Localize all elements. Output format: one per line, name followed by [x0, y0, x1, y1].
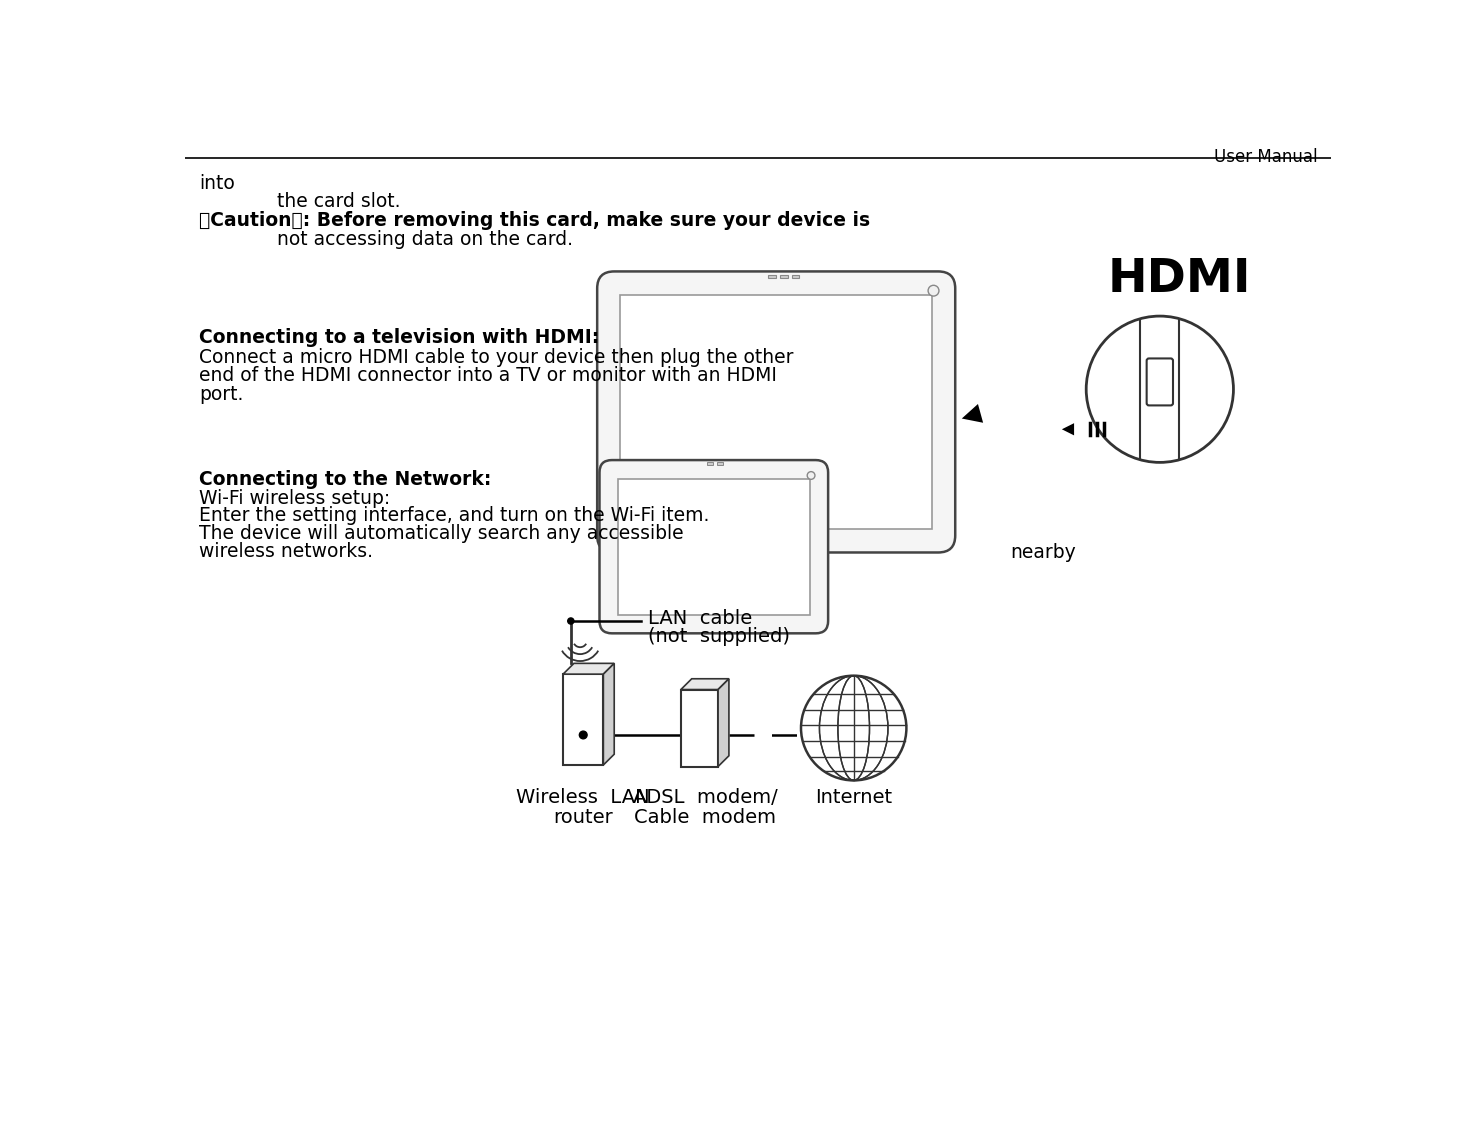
Circle shape — [1086, 317, 1233, 462]
Text: Internet: Internet — [815, 788, 892, 808]
Text: Wireless  LAN: Wireless LAN — [516, 788, 651, 808]
FancyBboxPatch shape — [769, 274, 776, 278]
Text: Wi-Fi wireless setup:: Wi-Fi wireless setup: — [198, 490, 390, 508]
FancyBboxPatch shape — [791, 274, 800, 278]
FancyBboxPatch shape — [598, 271, 955, 552]
Text: the card slot.: the card slot. — [198, 192, 401, 211]
Text: ADSL  modem/: ADSL modem/ — [633, 788, 778, 808]
Polygon shape — [719, 679, 729, 767]
Text: (not  supplied): (not supplied) — [648, 628, 790, 646]
Circle shape — [808, 472, 815, 480]
Circle shape — [929, 285, 939, 296]
Polygon shape — [603, 663, 614, 765]
Text: The device will automatically search any accessible: The device will automatically search any… — [198, 524, 683, 543]
Text: LAN  cable: LAN cable — [648, 609, 753, 629]
FancyBboxPatch shape — [716, 462, 723, 466]
FancyBboxPatch shape — [680, 689, 719, 767]
FancyBboxPatch shape — [599, 460, 828, 633]
Circle shape — [568, 618, 574, 624]
Text: into: into — [198, 173, 235, 192]
Polygon shape — [680, 679, 729, 689]
Text: nearby: nearby — [1010, 543, 1077, 563]
FancyBboxPatch shape — [1146, 359, 1173, 405]
Text: not accessing data on the card.: not accessing data on the card. — [198, 230, 572, 248]
Text: router: router — [553, 808, 614, 827]
Text: Enter the setting interface, and turn on the Wi-Fi item.: Enter the setting interface, and turn on… — [198, 506, 710, 525]
Text: port.: port. — [198, 385, 243, 403]
Text: User Manual: User Manual — [1214, 148, 1318, 166]
Circle shape — [580, 731, 587, 739]
Text: Connect a micro HDMI cable to your device then plug the other: Connect a micro HDMI cable to your devic… — [198, 347, 793, 367]
Text: Connecting to a television with HDMI:: Connecting to a television with HDMI: — [198, 328, 599, 346]
FancyBboxPatch shape — [618, 478, 809, 615]
Text: HDMI: HDMI — [1108, 257, 1251, 302]
FancyBboxPatch shape — [779, 274, 788, 278]
FancyBboxPatch shape — [563, 674, 603, 765]
Text: 【Caution】: Before removing this card, make sure your device is: 【Caution】: Before removing this card, ma… — [198, 212, 870, 230]
Polygon shape — [563, 663, 614, 674]
Text: Cable  modem: Cable modem — [634, 808, 776, 827]
FancyBboxPatch shape — [620, 295, 932, 530]
FancyBboxPatch shape — [707, 462, 713, 466]
Text: Connecting to the Network:: Connecting to the Network: — [198, 470, 491, 489]
Text: wireless networks.: wireless networks. — [198, 542, 373, 560]
Text: end of the HDMI connector into a TV or monitor with an HDMI: end of the HDMI connector into a TV or m… — [198, 366, 776, 385]
Circle shape — [802, 675, 907, 780]
